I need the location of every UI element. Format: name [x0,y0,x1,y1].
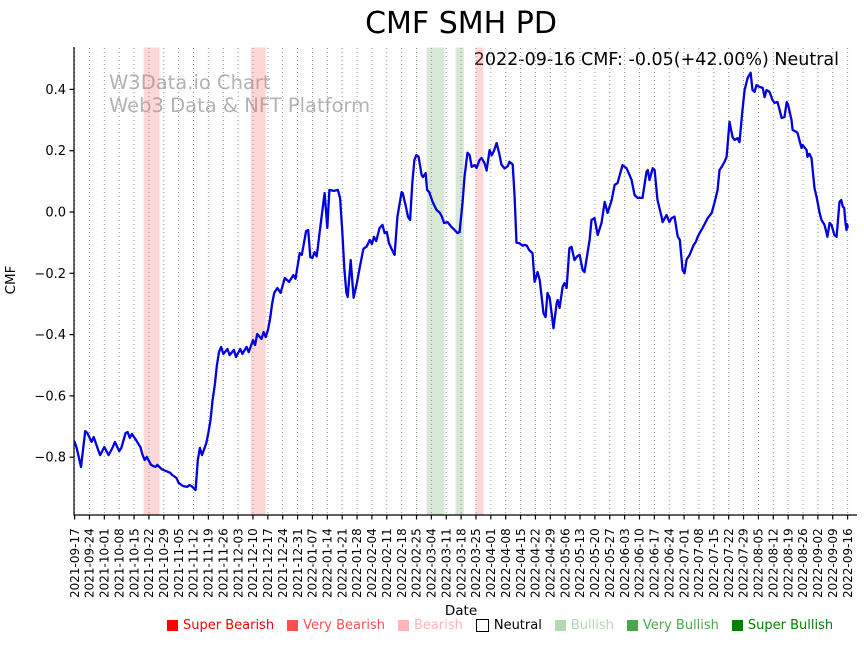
signal-band-bearish [250,47,266,515]
x-tick-label: 2021-11-05 [172,528,186,598]
legend-label: Neutral [493,618,542,633]
legend-label: Very Bullish [642,618,719,633]
x-tick-label: 2022-09-09 [826,528,840,598]
legend-swatch-icon [731,620,743,631]
x-tick-label: 2021-12-17 [261,528,275,598]
chart-title: CMF SMH PD [365,6,557,41]
y-tick-label: −0.4 [34,328,66,343]
y-tick-label: 0.2 [45,144,66,159]
signal-band-bullish [426,47,445,515]
signal-band-bullish [455,47,464,515]
x-tick-label: 2022-04-22 [529,528,543,598]
legend-item-very-bullish: Very Bullish [626,618,719,633]
x-tick-label: 2022-03-04 [425,528,439,598]
x-tick-label: 2021-11-19 [202,528,216,598]
legend: Super Bearish Very Bearish Bearish Neutral B… [167,618,833,633]
x-tick-label: 2022-08-19 [781,528,795,598]
legend-item-super-bearish: Super Bearish [167,618,274,633]
x-tick-label: 2022-02-18 [395,528,409,598]
y-tick-label: −0.6 [34,389,66,404]
legend-swatch-icon [475,619,489,632]
legend-label: Super Bearish [183,618,275,633]
x-tick-label: 2022-03-18 [454,528,468,598]
x-tick-label: 2022-02-04 [365,528,379,598]
x-tick-label: 2022-07-15 [707,528,721,598]
x-tick-label: 2022-04-15 [514,528,528,598]
legend-swatch-icon [167,620,178,631]
x-tick-label: 2022-05-13 [573,528,587,598]
x-tick-label: 2022-05-27 [603,528,617,598]
x-tick-label: 2021-10-29 [157,528,171,598]
x-tick-label: 2021-11-26 [216,528,230,598]
legend-label: Super Bullish [747,618,834,633]
x-tick-label: 2021-12-10 [246,528,260,598]
legend-label: Bullish [570,618,614,633]
x-tick-label: 2022-02-25 [410,528,424,598]
x-tick-label: 2022-02-11 [380,528,394,598]
x-tick-label: 2022-06-17 [648,528,662,598]
x-tick-label: 2022-08-05 [752,528,766,598]
watermark-line2: Web3 Data & NFT Platform [109,94,371,117]
x-tick-label: 2022-08-12 [766,528,780,598]
legend-label: Bearish [413,618,463,633]
x-tick-label: 2021-10-01 [98,528,112,598]
legend-item-neutral: Neutral [475,618,542,633]
x-tick-label: 2021-12-31 [291,528,305,598]
x-tick-label: 2022-06-03 [618,528,632,598]
x-tick-label: 2022-07-22 [722,528,736,598]
x-tick-label: 2021-12-03 [231,528,245,598]
x-tick-label: 2021-10-22 [142,528,156,598]
x-tick-label: 2022-07-29 [737,528,751,598]
x-tick-label: 2021-10-15 [127,528,141,598]
x-tick-label: 2021-10-08 [112,528,126,598]
legend-swatch-icon [287,620,299,631]
signal-band-bearish [143,47,160,515]
x-tick-label: 2022-04-08 [499,528,513,598]
x-tick-label: 2022-03-11 [439,528,453,598]
x-tick-label: 2022-06-24 [662,528,676,598]
legend-swatch-icon [626,620,638,631]
x-tick-label: 2022-07-08 [692,528,706,598]
x-tick-label: 2022-01-07 [306,528,320,598]
y-tick-label: −0.8 [34,451,66,466]
x-tick-label: 2022-04-29 [543,528,557,598]
legend-swatch-icon [554,620,566,631]
x-tick-label: 2022-01-21 [335,528,349,598]
legend-item-bullish: Bullish [554,618,614,633]
y-tick-label: −0.2 [34,267,66,282]
legend-item-very-bearish: Very Bearish [287,618,385,633]
legend-label: Very Bearish [303,618,385,633]
legend-item-super-bullish: Super Bullish [731,618,834,633]
x-tick-label: 2022-03-25 [469,528,483,598]
x-tick-label: 2022-06-10 [633,528,647,598]
legend-swatch-icon [397,620,409,631]
signal-band-bearish [475,47,484,515]
x-tick-label: 2022-08-26 [796,528,810,598]
x-tick-label: 2022-09-02 [811,528,825,598]
y-tick-label: 0.0 [45,206,66,221]
x-tick-label: 2022-01-28 [350,528,364,598]
x-tick-label: 2022-01-14 [321,528,335,598]
x-tick-label: 2022-04-01 [484,528,498,598]
x-tick-label: 2021-09-24 [83,528,97,598]
x-tick-label: 2022-05-06 [558,528,572,598]
y-tick-label: 0.4 [45,83,66,98]
cmf-series-line [73,71,849,492]
x-tick-label: 2022-07-01 [677,528,691,598]
x-tick-label: 2021-12-24 [276,528,290,598]
x-tick-label: 2021-09-17 [68,528,82,598]
legend-item-bearish: Bearish [397,618,463,633]
x-axis-label: Date [444,603,478,619]
x-tick-label: 2021-11-12 [187,528,201,598]
x-tick-label: 2022-05-20 [588,528,602,598]
x-tick-label: 2022-09-16 [841,528,855,598]
